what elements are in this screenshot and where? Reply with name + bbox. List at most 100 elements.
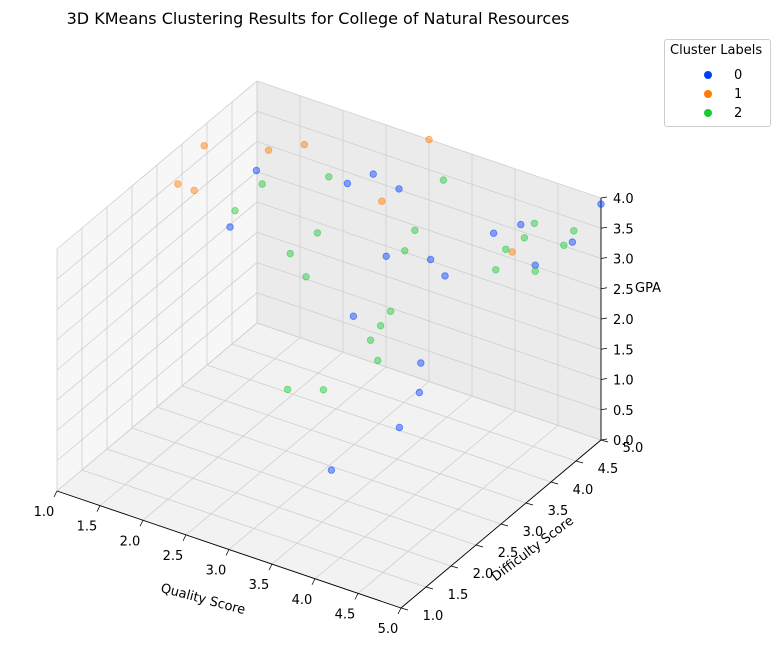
legend-marker-2 [704,109,712,117]
data-point-cluster-2-15 [302,273,310,281]
data-point-cluster-2-4 [286,249,294,258]
data-point-cluster-2-10 [570,227,578,235]
data-point-cluster-0-15 [395,423,404,432]
z-axis-label: GPA [635,281,661,296]
legend-item-2: 2 [704,104,742,122]
z-tick-label-0: 0.0 [613,434,634,449]
data-point-cluster-0-6 [489,229,498,237]
grid-line-z-left-3 [56,231,258,401]
data-point-cluster-2-13 [492,266,500,274]
chart-title: 3D KMeans Clustering Results for College… [67,9,570,28]
data-point-cluster-1-7 [508,248,516,256]
z-tick-mark-7 [600,226,608,229]
data-point-cluster-2-9 [530,219,539,227]
legend-label-1: 1 [734,86,743,102]
grid-line-y-floor-7 [231,343,577,462]
grid-line-y-floor-4 [156,406,502,525]
data-point-cluster-1-3 [264,146,273,154]
data-point-cluster-0-11 [441,272,449,280]
data-point-cluster-2-7 [401,247,409,255]
z-tick-mark-3 [600,347,608,350]
data-point-cluster-1-2 [190,186,198,195]
y-tick-mark-8 [600,439,609,443]
legend-item-1: 1 [704,85,742,103]
tick-labels: 1.0 1.5 2.0 2.5 3.0 3.5 4.0 4.5 5.0 1.0 1.5 2.0 2.5 3… [34,192,644,637]
y-tick-mark-6 [550,481,559,485]
x-tick-mark-7 [354,593,359,600]
x-tick-label-5: 3.5 [249,578,270,593]
grid-line-z-left-2 [56,262,258,431]
grid-line-z-back-3 [256,231,602,350]
data-point-cluster-0-3 [395,185,403,193]
x-tick-label-8: 5.0 [378,622,399,637]
x-tick-mark-0 [53,490,58,498]
y-tick-label-0: 1.0 [423,609,444,624]
data-point-cluster-2-8 [520,234,529,242]
axis-panes [57,81,601,608]
data-point-cluster-1-5 [425,135,433,144]
data-point-cluster-0-17 [226,223,234,231]
data-point-cluster-0-10 [597,200,605,208]
z-tick-mark-2 [600,378,608,380]
data-point-cluster-0-5 [426,255,435,264]
z-tick-label-4: 2.0 [613,313,634,328]
data-point-cluster-2-6 [411,226,419,234]
y-tick-label-7: 4.5 [598,462,619,477]
grid-line-z-back-6 [256,141,602,259]
z-tick-label-3: 1.5 [613,343,634,358]
y-tick-mark-0 [400,607,409,611]
legend-label-2: 2 [734,105,743,121]
grid-line-z-left-8 [56,80,258,250]
data-point-cluster-1-4 [300,140,309,149]
x-tick-label-0: 1.0 [34,505,55,520]
grid-line-z-back-7 [256,110,602,229]
x-tick-label-6: 4.0 [292,593,313,608]
z-tick-mark-4 [600,317,608,320]
data-point-cluster-0-4 [382,252,390,260]
data-point-cluster-2-5 [313,229,322,237]
z-tick-label-5: 2.5 [613,283,634,298]
grid-line-z-back-0 [256,322,602,441]
grid-line-z-left-6 [56,141,258,310]
grid-line-y-floor-1 [81,469,427,588]
x-tick-mark-2 [139,520,144,527]
data-point-cluster-0-9 [568,238,577,246]
z-tick-label-7: 3.5 [613,222,634,237]
z-tick-mark-6 [600,257,608,259]
y-tick-label-6: 4.0 [573,483,594,498]
data-point-cluster-0-16 [327,466,336,474]
data-points [174,135,605,474]
legend-item-0: 0 [704,66,742,84]
grid-line-y-floor-2 [106,448,452,567]
data-point-cluster-2-0 [231,206,239,215]
x-tick-label-4: 3.0 [206,564,227,579]
x-tick-mark-5 [268,563,273,571]
x-tick-label-3: 2.5 [163,549,184,564]
data-point-cluster-1-6 [378,197,386,205]
y-tick-label-3: 2.5 [498,546,519,561]
data-point-cluster-0-13 [417,359,425,367]
legend-marker-1 [704,90,712,98]
z-tick-mark-1 [600,408,608,411]
data-point-cluster-0-12 [349,312,358,320]
grid-line-y-floor-6 [206,364,552,483]
y-tick-mark-1 [425,586,434,590]
data-point-cluster-2-18 [366,336,375,344]
grid-line-z-back-5 [256,171,602,290]
z-tick-mark-5 [600,287,608,290]
data-point-cluster-2-21 [283,385,292,394]
grid-line-y-floor-3 [131,427,477,546]
legend-label-0: 0 [734,67,743,83]
x-axis-label: Quality Score [159,581,247,618]
grid-line-z-back-4 [256,201,602,320]
x-tick-label-7: 4.5 [335,607,356,622]
y-tick-mark-2 [450,565,459,569]
y-tick-label-1: 1.5 [448,588,469,603]
grid-line-z-left-4 [56,201,258,371]
x-tick-label-2: 2.0 [120,534,141,549]
data-point-cluster-0-8 [531,261,539,269]
y-tick-label-2: 2.0 [473,567,494,582]
data-point-cluster-2-3 [439,176,448,184]
x-tick-mark-4 [225,549,230,556]
